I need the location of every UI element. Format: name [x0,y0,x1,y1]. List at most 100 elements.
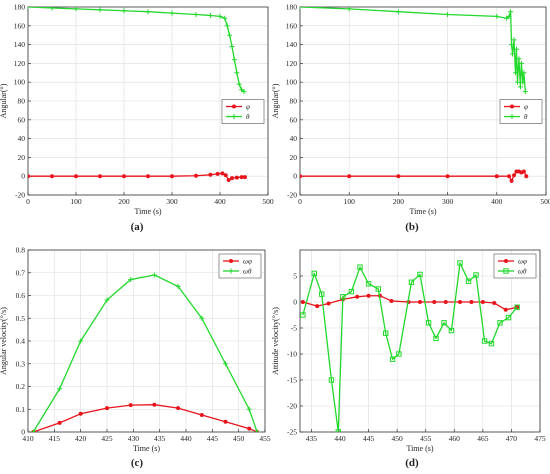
series-line [300,170,527,182]
panel-caption: (a) [131,221,144,233]
x-axis-label: Time (s) [406,444,433,453]
plot-frame [299,249,541,433]
data-point [176,406,181,411]
data-point [122,174,126,179]
x-tick-label: 445 [363,434,375,443]
data-point [49,7,55,11]
data-point [169,10,175,16]
data-point [473,272,479,278]
data-point [199,412,204,417]
x-tick-label: 470 [506,434,518,443]
data-point [448,327,455,334]
legend: ωφ ωθ [218,253,262,279]
legend-box [221,99,265,124]
series-1 [300,260,520,432]
x-tick-label: 460 [449,434,461,443]
data-point [300,300,305,304]
data-point [170,174,174,179]
y-tick-label: 0.1 [16,405,26,414]
data-point [151,272,157,278]
data-point [223,419,228,424]
data-point [509,42,515,48]
data-point [408,279,415,285]
data-point [425,320,432,326]
data-point [512,173,517,178]
data-point [514,79,520,85]
data-point [311,270,317,277]
data-point [104,297,110,303]
y-tick-label: 180 [286,3,298,12]
y-tick-label: 0.8 [16,246,26,255]
data-point [145,9,151,15]
x-tick-label: 465 [477,434,489,443]
legend-marker [504,259,508,263]
y-tick-label: -5 [291,324,297,333]
series-1 [300,7,528,95]
y-axis-label: Attitude velocity(°/s) [271,307,280,375]
y-tick-label: 120 [14,59,26,68]
data-point [328,377,335,383]
y-tick-label: -15 [287,376,297,385]
y-tick-label: 100 [286,78,298,87]
x-tick-label: 435 [154,434,166,443]
data-point [319,291,325,297]
x-tick-label: 420 [75,434,87,443]
y-tick-label: 0.2 [16,382,26,391]
data-point [340,294,346,300]
data-point [524,174,529,179]
legend-label: θ [246,113,250,121]
series-line [33,404,258,432]
data-point [220,171,225,176]
data-point [469,300,474,304]
panel-caption: (c) [131,457,144,469]
y-tick-label: 160 [286,21,298,30]
x-tick-label: 300 [442,197,454,206]
x-tick-label: 0 [26,197,30,206]
data-point [193,12,199,18]
data-point [128,277,134,283]
data-point [194,173,198,178]
x-tick-label: 435 [306,434,318,443]
data-point [492,301,497,306]
data-point [509,178,514,183]
x-tick-label: 100 [70,197,82,206]
y-tick-label: 120 [286,59,298,68]
data-point [480,300,485,304]
data-point [510,51,516,57]
y-tick-label: 60 [18,115,26,124]
data-point [457,260,463,266]
series-0 [28,171,247,182]
data-point [224,23,230,29]
y-tick-label: 0 [293,298,297,307]
legend-marker [229,259,233,263]
x-tick-label: 450 [392,434,404,443]
y-tick-label: 20 [290,153,298,162]
series-0 [300,293,520,312]
legend-label: θ [524,113,528,121]
data-point [348,288,355,295]
data-point [389,298,394,303]
data-point [300,174,302,179]
x-tick-label: 440 [334,434,346,443]
legend-marker [232,104,236,109]
data-point [217,13,223,19]
x-tick-label: 300 [166,197,178,206]
legend-label: φ [246,103,250,111]
panel-caption: (d) [405,457,419,469]
panel-c: 410 415 420 425 430 435 440 445 450 455 0 0.1 0.2 0.3… [0,246,271,470]
data-point [375,286,381,292]
y-tick-label: 40 [18,134,26,143]
x-axis-label: Time (s) [409,207,436,216]
x-tick-label: 475 [534,434,546,443]
data-point [520,79,526,85]
y-axis-label: Angular(°) [0,83,8,118]
series-line [300,7,526,92]
data-point [516,56,522,62]
y-tick-label: 60 [290,115,298,124]
legend-box [493,253,537,279]
data-point [506,13,512,19]
data-point [223,173,228,178]
data-point [73,7,79,12]
data-point [57,420,62,425]
data-point [231,57,237,63]
